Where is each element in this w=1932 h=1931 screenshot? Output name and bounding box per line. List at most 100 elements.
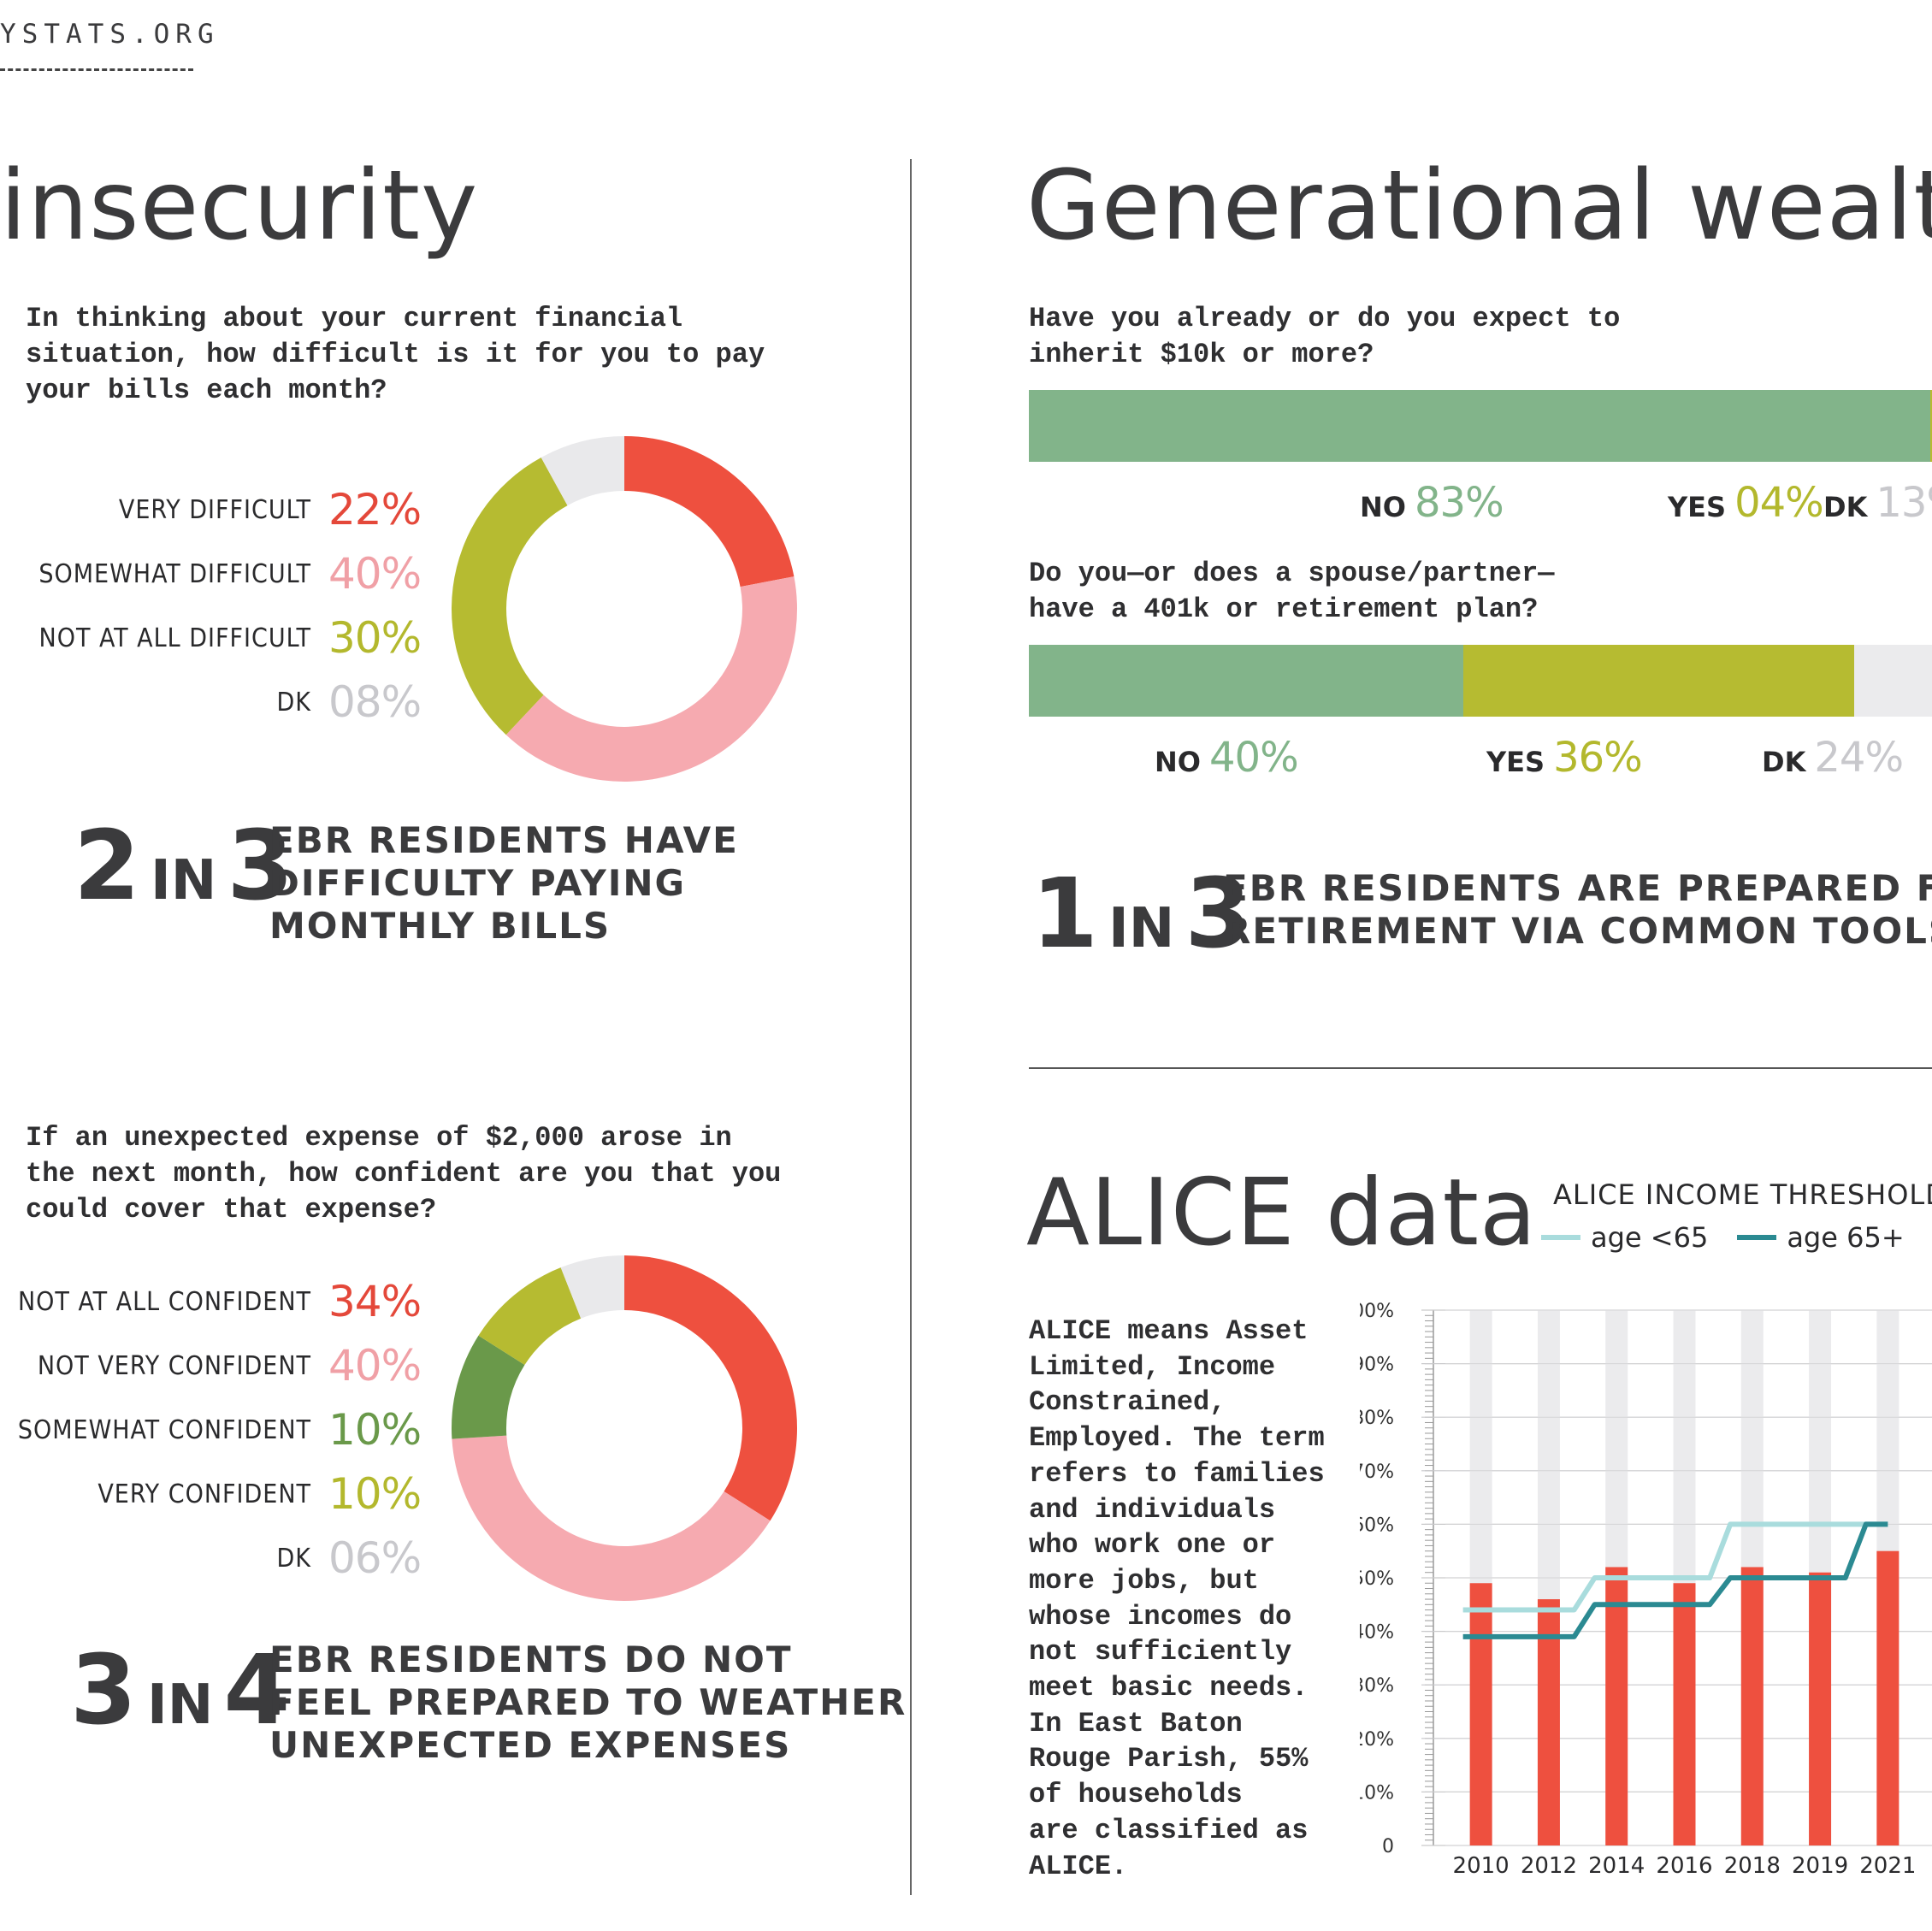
y-tick-label: 60% — [1360, 1515, 1394, 1536]
y-tick-label: 90% — [1360, 1355, 1394, 1376]
threshold-line — [1462, 1521, 1888, 1639]
question-line: If an unexpected expense of $2,000 arose… — [26, 1122, 732, 1154]
stat-number: 2 — [74, 811, 140, 922]
legend-row: DK 06% — [277, 1532, 424, 1584]
segment-pct: 40% — [1208, 734, 1299, 782]
donut-slice — [505, 576, 798, 782]
donut-slice — [560, 1255, 624, 1319]
legend-row: NOT VERY CONFIDENT 40% — [38, 1340, 424, 1391]
question-line: could cover that expense? — [26, 1194, 437, 1225]
legend-percent: 08% — [328, 677, 422, 727]
y-tick-label: 100% — [1360, 1301, 1394, 1322]
bar-segment — [1029, 645, 1463, 717]
stat-line: DIFFICULTY PAYING — [269, 862, 686, 904]
section-divider — [1029, 1067, 1932, 1069]
y-tick-label: 30% — [1360, 1675, 1394, 1697]
legend-label: NOT AT ALL DIFFICULT — [38, 623, 311, 653]
alice-bar — [1673, 1583, 1696, 1845]
donut-slice — [541, 436, 624, 506]
x-tick-label: 2016 — [1656, 1853, 1712, 1879]
donut-slice — [452, 1335, 525, 1439]
stat-number: 3 — [227, 811, 294, 922]
description-line: Constrained, — [1029, 1386, 1226, 1419]
donut-slice — [452, 1435, 771, 1601]
description-line: who work one or — [1029, 1529, 1276, 1562]
confidence-donut-chart — [452, 1255, 797, 1601]
x-tick-label: 2014 — [1588, 1853, 1645, 1879]
legend-label: SOMEWHAT DIFFICULT — [38, 558, 311, 589]
legend-percent: 22% — [328, 485, 422, 534]
alice-description: ALICE means Asset Limited, Income Constr… — [1029, 1314, 1325, 1884]
legend-label: SOMEWHAT CONFIDENT — [17, 1414, 311, 1445]
legend-item: age <65 — [1541, 1221, 1708, 1254]
alice-bar — [1537, 1599, 1560, 1845]
y-tick-label: 0 — [1382, 1836, 1394, 1857]
x-tick-label: 2010 — [1453, 1853, 1510, 1879]
legend-label: age 65+ — [1787, 1221, 1905, 1254]
segment-key: NO — [1360, 491, 1406, 523]
stat-line: EBR RESIDENTS ARE PREPARED FOR — [1223, 867, 1932, 909]
difficulty-donut-chart — [452, 436, 798, 782]
legend-percent: 40% — [328, 1341, 422, 1391]
x-tick-label: 2012 — [1521, 1853, 1577, 1879]
threshold-line — [1462, 1521, 1888, 1613]
site-name-underline — [0, 68, 193, 71]
legend-percent: 10% — [328, 1405, 422, 1455]
alice-legend: age <65 age 65+ — [1541, 1221, 1905, 1254]
question-line: the next month, how confident are you th… — [26, 1158, 782, 1190]
question-line: inherit $10k or more? — [1029, 339, 1374, 370]
legend-item: age 65+ — [1737, 1221, 1905, 1254]
legend-row: NOT AT ALL DIFFICULT 30% — [39, 612, 424, 664]
inherit-no-label: NO 83% — [1360, 479, 1504, 527]
confidence-legend: NOT AT ALL CONFIDENT 34% NOT VERY CONFIDEN… — [0, 1276, 424, 1601]
stat-line: UNEXPECTED EXPENSES — [269, 1724, 792, 1766]
x-tick-label: 2021 — [1859, 1853, 1916, 1879]
y-tick-label: 80% — [1360, 1408, 1394, 1429]
y-tick-label: 20% — [1360, 1729, 1394, 1751]
donut-slice — [478, 1267, 582, 1366]
inherit-stacked-bar — [1029, 390, 1932, 462]
retirement-yes-label: YES 36% — [1486, 734, 1643, 782]
expense-stat-text: EBR RESIDENTS DO NOT FEEL PREPARED TO WE… — [269, 1639, 907, 1767]
y-tick-label: 40% — [1360, 1622, 1394, 1644]
retirement-question: Do you—or does a spouse/partner— have a … — [1029, 556, 1555, 628]
alice-bar — [1740, 1567, 1764, 1845]
legend-percent: 34% — [328, 1277, 422, 1326]
difficulty-stat-text: EBR RESIDENTS HAVE DIFFICULTY PAYING MON… — [269, 819, 739, 948]
alice-combo-chart: 0 10% 20% 30% 40% 50% 60% 70% 80% 90% 100% 2010 2012… — [1360, 1301, 1932, 1879]
description-line: more jobs, but — [1029, 1564, 1259, 1597]
y-tick-label: 10% — [1360, 1782, 1394, 1804]
question-line: your bills each month? — [26, 375, 387, 406]
stat-in: IN — [146, 1674, 214, 1737]
description-line: of households — [1029, 1779, 1243, 1811]
difficulty-question: In thinking about your current financial… — [26, 301, 765, 409]
stat-line: RETIREMENT VIA COMMON TOOLS — [1223, 910, 1932, 952]
difficulty-legend: VERY DIFFICULT 22% SOMEWHAT DIFFICULT 40% NO… — [0, 484, 424, 741]
segment-key: DK — [1823, 491, 1868, 523]
retirement-no-label: NO 40% — [1155, 734, 1299, 782]
inherit-yes-label: YES 04% — [1668, 479, 1824, 527]
legend-row: DK 08% — [277, 676, 424, 728]
segment-pct: 04% — [1734, 479, 1824, 527]
legend-row: NOT AT ALL CONFIDENT 34% — [18, 1276, 424, 1327]
segment-key: NO — [1155, 746, 1201, 778]
legend-swatch — [1541, 1235, 1580, 1240]
difficulty-stat-figure: 2 IN 3 — [74, 811, 293, 922]
legend-percent: 40% — [328, 549, 422, 599]
segment-pct: 13% — [1876, 479, 1932, 527]
question-line: have a 401k or retirement plan? — [1029, 593, 1539, 625]
legend-row: VERY CONFIDENT 10% — [97, 1468, 424, 1520]
stat-line: EBR RESIDENTS DO NOT — [269, 1639, 793, 1680]
column-divider — [910, 159, 912, 1895]
alice-title: ALICE data — [1026, 1160, 1538, 1267]
description-line: ALICE. — [1029, 1850, 1128, 1882]
insecurity-title: insecurity — [0, 151, 479, 262]
legend-row: VERY DIFFICULT 22% — [119, 484, 424, 535]
legend-percent: 06% — [328, 1533, 422, 1583]
question-line: situation, how difficult is it for you t… — [26, 339, 765, 370]
description-line: ALICE means Asset — [1029, 1315, 1309, 1347]
legend-percent: 30% — [328, 613, 422, 663]
legend-percent: 10% — [328, 1469, 422, 1519]
y-tick-label: 70% — [1360, 1462, 1394, 1483]
segment-pct: 24% — [1814, 734, 1904, 782]
